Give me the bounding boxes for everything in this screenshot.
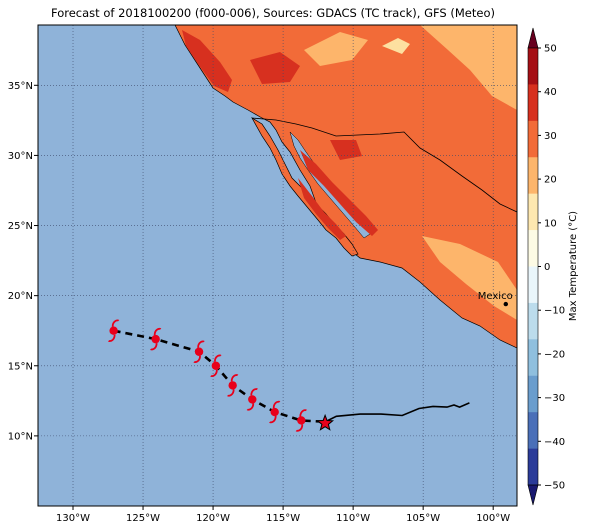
city-marker xyxy=(503,301,508,307)
cyclone-symbol xyxy=(193,340,205,363)
x-tick-label: 115°W xyxy=(266,513,300,524)
colorbar-tick-label: 40 xyxy=(544,87,557,98)
map-frame xyxy=(37,24,518,507)
x-tick-label: 100°W xyxy=(476,513,510,524)
colorbar-segment xyxy=(528,157,538,194)
colorbar-segment xyxy=(528,266,538,304)
colorbar-tick-label: −30 xyxy=(544,393,565,404)
map-title: Forecast of 2018100200 (f000-006), Sourc… xyxy=(51,6,495,20)
colorbar-tick-label: 30 xyxy=(544,131,557,142)
colorbar-tick-label: −50 xyxy=(544,481,565,492)
land-hot-zone-3 xyxy=(298,178,346,240)
x-tick-label: 125°W xyxy=(126,513,160,524)
cyclone-symbol xyxy=(107,319,120,342)
land-pale-zone xyxy=(382,38,410,54)
current-position-star xyxy=(316,413,335,431)
land-hot-zone-5 xyxy=(330,140,362,160)
past-track-line xyxy=(327,402,470,422)
cyclone-symbol xyxy=(227,374,239,397)
land-hot-zone-2 xyxy=(300,150,378,236)
colorbar-tick-label: −40 xyxy=(544,437,565,448)
land-mild-zone-3 xyxy=(304,32,368,66)
y-tick-label: 35°N xyxy=(8,81,33,92)
us-mexico-border xyxy=(251,117,517,213)
colorbar-tick-label: −10 xyxy=(544,306,565,317)
x-tick-label: 130°W xyxy=(56,513,90,524)
colorbar-tick-label: 0 xyxy=(544,262,550,273)
cyclone-symbol xyxy=(246,388,258,411)
y-tick-label: 25°N xyxy=(8,221,33,232)
city-label: Mexico Cit xyxy=(478,291,530,302)
colorbar-extend-bottom xyxy=(527,484,539,506)
colorbar-segment xyxy=(528,84,538,122)
colorbar-segment xyxy=(528,120,538,158)
x-tick-label: 105°W xyxy=(406,513,440,524)
colorbar-segment xyxy=(528,412,538,449)
y-tick-label: 15°N xyxy=(8,361,33,372)
colorbar-tick-label: 20 xyxy=(544,175,557,186)
cyclone-symbol xyxy=(269,400,281,424)
y-tick-label: 30°N xyxy=(8,151,33,162)
land-mild-zone-1 xyxy=(420,25,517,110)
cyclone-symbol xyxy=(210,354,222,377)
latitude-ticks: 10°N 15°N 20°N 25°N 30°N 35°N xyxy=(8,81,38,442)
x-tick-label: 120°W xyxy=(196,513,230,524)
land-hot-zone-4 xyxy=(250,52,300,84)
y-tick-label: 20°N xyxy=(8,291,33,302)
colorbar-segment xyxy=(528,48,538,85)
colorbar-tick-label: 50 xyxy=(544,44,557,55)
colorbar-tick-label: 10 xyxy=(544,218,557,229)
cyclone-symbol xyxy=(150,327,162,351)
colorbar-segment xyxy=(528,339,538,377)
colorbar-segment xyxy=(528,448,538,486)
colorbar-segment xyxy=(528,302,538,340)
x-tick-label: 110°W xyxy=(336,513,370,524)
graticule xyxy=(38,25,517,506)
colorbar-tick-label: −20 xyxy=(544,349,565,360)
colorbar-label: Max Temperature (°C) xyxy=(568,211,579,321)
longitude-ticks: 130°W 125°W 120°W 115°W 110°W 105°W 100°W xyxy=(56,506,510,524)
colorbar-segment xyxy=(528,193,538,231)
colorbar-extend-top xyxy=(527,27,539,49)
colorbar-segment xyxy=(528,375,538,413)
land-hot-zone-1 xyxy=(182,30,232,92)
y-tick-label: 10°N xyxy=(8,431,33,442)
colorbar-segment xyxy=(528,230,538,267)
colorbar: 50 40 30 20 10 0 −10 −20 −30 −40 −50 xyxy=(527,27,565,506)
cyclone-symbol xyxy=(295,409,307,432)
